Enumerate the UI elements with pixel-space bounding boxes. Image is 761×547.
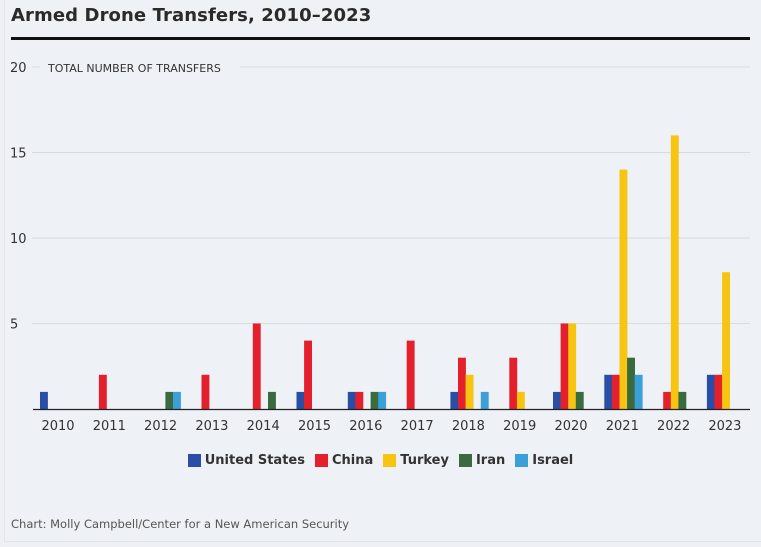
bar-united-states-2018	[450, 391, 459, 409]
legend-label: Turkey	[400, 453, 449, 468]
bar-turkey-2020	[568, 323, 577, 409]
bar-china-2017	[406, 340, 415, 409]
legend-label: Iran	[475, 453, 506, 468]
bar-israel-2012	[173, 391, 181, 409]
chart-frame	[4, 0, 761, 542]
x-tick-label: 2012	[144, 419, 177, 434]
y-tick-label: 5	[10, 318, 18, 333]
source-credit: Chart: Molly Campbell/Center for a New A…	[11, 517, 350, 531]
legend-item-china: China	[314, 453, 374, 468]
x-tick-label: 2021	[606, 419, 639, 434]
x-tick-label: 2022	[657, 419, 690, 434]
x-tick-label: 2010	[41, 419, 74, 434]
bar-china-2016	[355, 391, 364, 409]
legend: United States China Turkey Iran Israel	[0, 453, 761, 468]
bar-china-2015	[304, 340, 312, 409]
bar-turkey-2022	[670, 135, 679, 409]
x-tick-label: 2015	[298, 419, 331, 434]
bar-iran-2012	[165, 391, 174, 409]
x-tick-label: 2016	[349, 419, 382, 434]
bar-united-states-2010	[40, 391, 48, 409]
x-tick-label: 2023	[708, 419, 741, 434]
bar-united-states-2023	[706, 374, 715, 409]
y-tick-labels: 5 10 15 20	[10, 61, 27, 333]
bar-iran-2020	[575, 391, 584, 409]
bar-iran-2022	[678, 391, 687, 409]
x-tick-label: 2013	[195, 419, 228, 434]
x-tick-label: 2014	[247, 419, 280, 434]
bar-iran-2016	[370, 391, 379, 409]
bar-china-2021	[611, 374, 620, 409]
ylabel-bg	[40, 58, 240, 76]
legend-label: Israel	[532, 453, 574, 468]
x-tick-label: 2018	[452, 419, 485, 434]
legend-label: China	[331, 453, 374, 468]
bar-china-2013	[201, 374, 210, 409]
x-tick-labels: 2010 2011 2012 2013 2014 2015 2016 2017 2018 2019…	[41, 419, 741, 434]
bar-turkey-2018	[465, 374, 474, 409]
legend-label: United States	[204, 453, 305, 468]
bar-iran-2014	[268, 391, 276, 409]
bar-iran-2021	[627, 357, 635, 409]
gridlines	[32, 66, 750, 324]
title-rule	[11, 37, 750, 40]
y-tick-label: 15	[10, 147, 27, 162]
chart-title: Armed Drone Transfers, 2010–2023	[11, 5, 372, 26]
x-tick-label: 2020	[554, 419, 587, 434]
bar-united-states-2016	[347, 391, 356, 409]
bars	[40, 135, 730, 409]
bar-china-2011	[98, 374, 107, 409]
y-tick-label: 20	[10, 61, 27, 76]
bar-israel-2018	[480, 391, 489, 409]
legend-swatch	[187, 454, 201, 467]
bar-united-states-2020	[553, 391, 561, 409]
bar-china-2023	[714, 374, 723, 409]
y-tick-label: 10	[10, 232, 27, 247]
legend-swatch	[515, 454, 529, 467]
bar-turkey-2023	[722, 272, 730, 409]
y-axis-label: TOTAL NUMBER OF TRANSFERS	[47, 62, 221, 75]
bar-turkey-2021	[619, 169, 628, 409]
legend-swatch	[314, 454, 328, 467]
legend-swatch	[458, 454, 472, 467]
legend-swatch	[383, 454, 397, 467]
legend-item-united-states: United States	[187, 453, 305, 468]
x-tick-label: 2017	[401, 419, 434, 434]
x-tick-label: 2011	[93, 419, 126, 434]
legend-item-iran: Iran	[458, 453, 506, 468]
bar-china-2022	[663, 391, 672, 409]
bar-turkey-2019	[516, 391, 525, 409]
legend-item-turkey: Turkey	[383, 453, 449, 468]
bar-china-2019	[509, 357, 518, 409]
bar-israel-2016	[378, 391, 387, 409]
bar-israel-2021	[634, 374, 643, 409]
x-tick-label: 2019	[503, 419, 536, 434]
legend-item-israel: Israel	[515, 453, 573, 468]
bar-united-states-2021	[604, 374, 613, 409]
bar-china-2018	[458, 357, 466, 409]
bar-china-2020	[560, 323, 569, 409]
bar-china-2014	[252, 323, 261, 409]
bar-united-states-2015	[296, 391, 305, 409]
